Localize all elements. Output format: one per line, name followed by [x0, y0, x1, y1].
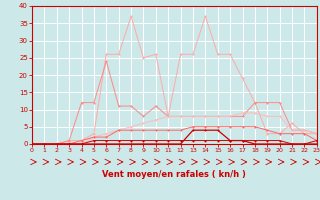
- X-axis label: Vent moyen/en rafales ( kn/h ): Vent moyen/en rafales ( kn/h ): [102, 170, 246, 179]
